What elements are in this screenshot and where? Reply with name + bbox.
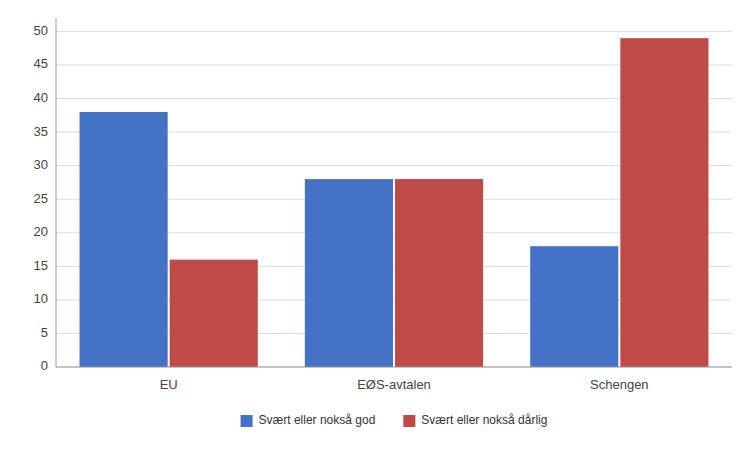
bar <box>305 179 393 367</box>
y-axis-line <box>56 18 57 367</box>
legend: Svært eller nokså god Svært eller nokså d… <box>241 413 548 427</box>
y-tick-label: 30 <box>34 157 48 172</box>
legend-item: Svært eller nokså dårlig <box>403 413 547 427</box>
y-tick-label: 20 <box>34 224 48 239</box>
y-tick-label: 15 <box>34 258 48 273</box>
legend-label: Svært eller nokså dårlig <box>421 413 547 427</box>
chart-svg: 0 5 10 15 20 25 30 35 40 45 50 EU EØS-avtalen Schenge… <box>0 0 752 451</box>
y-tick-label: 45 <box>34 56 48 71</box>
grid-line <box>56 367 732 368</box>
bar <box>530 246 618 367</box>
legend-swatch <box>403 415 415 427</box>
x-tick-label: EØS-avtalen <box>357 377 431 392</box>
bar <box>620 38 708 367</box>
y-tick-label: 50 <box>34 23 48 38</box>
bars <box>80 38 709 367</box>
bar <box>170 260 258 367</box>
bar <box>395 179 483 367</box>
y-tick-label: 0 <box>41 358 48 373</box>
chart-container: 0 5 10 15 20 25 30 35 40 45 50 EU EØS-avtalen Schenge… <box>0 0 752 451</box>
y-tick-label: 25 <box>34 191 48 206</box>
grid <box>56 31 732 367</box>
y-tick-label: 35 <box>34 124 48 139</box>
legend-label: Svært eller nokså god <box>259 413 376 427</box>
legend-swatch <box>241 415 253 427</box>
x-tick-label: Schengen <box>590 377 649 392</box>
y-tick-label: 10 <box>34 291 48 306</box>
y-axis: 0 5 10 15 20 25 30 35 40 45 50 <box>34 18 56 373</box>
grid-line <box>56 31 732 32</box>
legend-item: Svært eller nokså god <box>241 413 376 427</box>
y-tick-label: 40 <box>34 90 48 105</box>
x-axis-line <box>56 367 732 368</box>
x-axis: EU EØS-avtalen Schengen <box>56 367 732 392</box>
bar <box>80 112 168 367</box>
y-tick-label: 5 <box>41 325 48 340</box>
x-tick-label: EU <box>160 377 178 392</box>
